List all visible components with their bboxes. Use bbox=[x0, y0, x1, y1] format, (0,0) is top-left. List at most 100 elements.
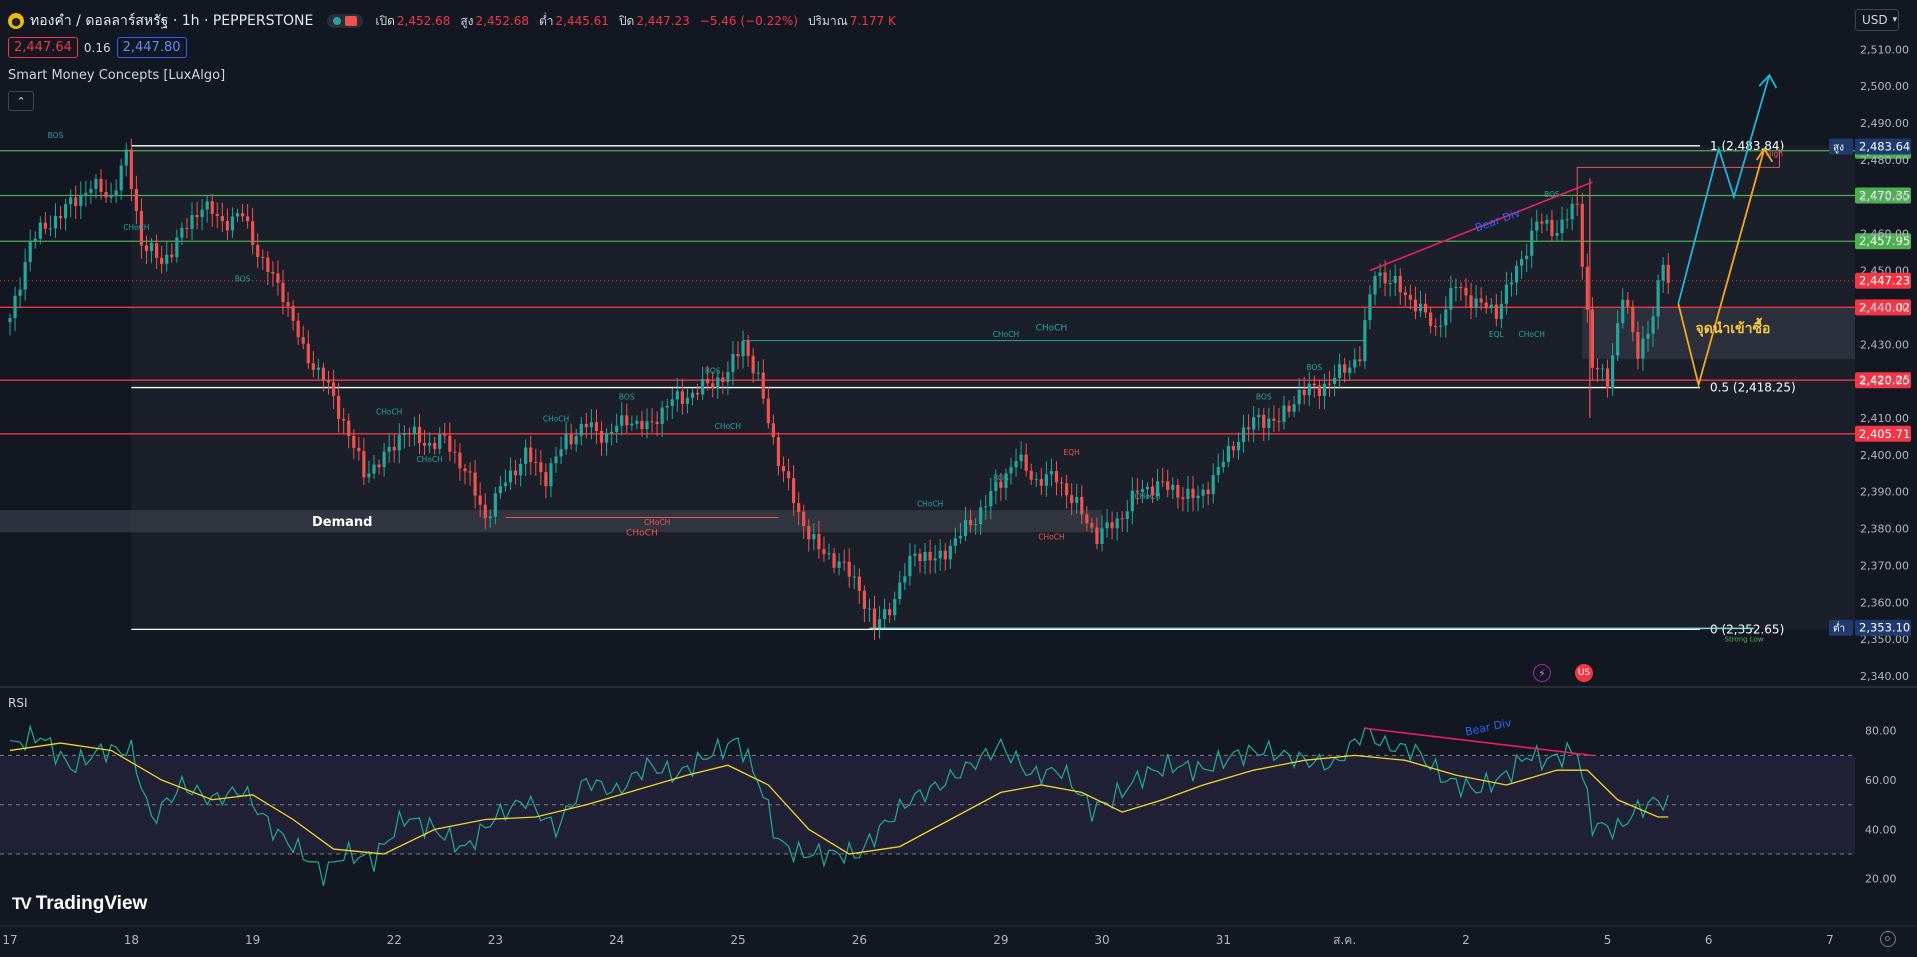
gear-icon[interactable] bbox=[1880, 931, 1896, 947]
candle-body bbox=[1550, 219, 1554, 236]
candle-body bbox=[1530, 230, 1534, 256]
candle-body bbox=[99, 178, 103, 193]
candle-body bbox=[357, 447, 361, 452]
candle-body bbox=[190, 215, 194, 229]
candle-body bbox=[458, 452, 462, 469]
candle-body bbox=[968, 519, 973, 526]
candle-body bbox=[1145, 486, 1150, 490]
price-tag bbox=[1855, 138, 1911, 155]
rsi-title[interactable]: RSI bbox=[8, 696, 28, 710]
market-status-pill[interactable] bbox=[327, 14, 364, 28]
candle-body bbox=[792, 478, 796, 504]
candle-body bbox=[650, 421, 654, 423]
indicator-title[interactable]: Smart Money Concepts [LuxAlgo] bbox=[8, 68, 226, 83]
candle-body bbox=[1282, 405, 1286, 422]
smc-label: BOS bbox=[1544, 190, 1560, 199]
candle-body bbox=[1332, 377, 1337, 384]
candle-body bbox=[857, 576, 861, 591]
low-value: 2,445.61 bbox=[555, 14, 609, 28]
candle-body bbox=[1504, 284, 1509, 304]
rsi-pane[interactable]: Bear Div 80.00 60.00 40.00 20.00 bbox=[0, 686, 1917, 886]
candle-body bbox=[731, 354, 735, 372]
candle-body bbox=[559, 449, 563, 457]
candle-body bbox=[1590, 309, 1594, 368]
time-tick-label: 29 bbox=[993, 933, 1008, 947]
lightning-icon[interactable]: ⚡ bbox=[1533, 664, 1551, 682]
price-axis-bg bbox=[1855, 0, 1917, 680]
symbol-title[interactable]: ทองคำ / ดอลลาร์สหรัฐ · 1h · PEPPERSTONE bbox=[30, 13, 314, 29]
smc-label: EQH bbox=[1064, 448, 1080, 457]
candle-body bbox=[1166, 481, 1170, 490]
bullish-projection-line bbox=[1677, 74, 1771, 304]
candle-body bbox=[220, 215, 224, 221]
candle-body bbox=[483, 504, 487, 519]
buy-button[interactable]: 2,447.80 bbox=[116, 37, 187, 58]
candle-body bbox=[498, 486, 502, 494]
price-tick-label: 2,510.00 bbox=[1860, 43, 1909, 56]
candle-body bbox=[352, 435, 356, 448]
candle-body bbox=[604, 433, 609, 443]
candle-body bbox=[382, 451, 386, 468]
candle-body bbox=[1565, 219, 1569, 221]
tradingview-logo[interactable]: TV TradingView bbox=[12, 893, 147, 915]
candle-body bbox=[109, 195, 113, 198]
candle-body bbox=[898, 582, 902, 600]
candle-body bbox=[1560, 219, 1564, 234]
rsi-tick-label: 20.00 bbox=[1865, 873, 1897, 886]
price-tag-prefix-bg bbox=[1829, 138, 1853, 155]
candle-body bbox=[134, 188, 138, 211]
candle-body bbox=[1343, 364, 1347, 373]
smc-label: BOS bbox=[993, 474, 1009, 483]
candle-body bbox=[1423, 303, 1428, 313]
candle-body bbox=[706, 378, 710, 384]
level-price-tag-label: 2,470.35 bbox=[1859, 189, 1910, 203]
candle-body bbox=[1236, 441, 1241, 451]
candle-body bbox=[407, 433, 411, 435]
candle-body bbox=[534, 461, 538, 463]
candle-body bbox=[1636, 332, 1640, 359]
candle-body bbox=[655, 421, 659, 425]
candle-body bbox=[114, 190, 118, 196]
level-price-tag bbox=[1855, 425, 1911, 442]
candle-body bbox=[1292, 404, 1296, 412]
candle-body bbox=[1600, 368, 1605, 370]
candle-body bbox=[1054, 471, 1059, 483]
candle-body bbox=[210, 201, 214, 214]
levels-layer: 1 (2,483.84) 0.5 (2,418.25) 0 (2,352.65) bbox=[0, 139, 1855, 636]
symbol-header[interactable]: ● ทองคำ / ดอลลาร์สหรัฐ · 1h · PEPPERSTON… bbox=[8, 10, 906, 32]
candle-body bbox=[256, 244, 260, 257]
candle-body bbox=[367, 473, 371, 478]
level-price-tag bbox=[1855, 233, 1911, 250]
candle-body bbox=[1110, 522, 1114, 529]
collapse-indicators-button[interactable]: ⌃ bbox=[8, 91, 34, 111]
smc-label: CHoCH bbox=[715, 422, 741, 431]
candle-body bbox=[1545, 219, 1549, 224]
time-tick-label: 19 bbox=[245, 933, 260, 947]
candle-body bbox=[1393, 275, 1397, 283]
candle-body bbox=[625, 415, 629, 426]
candle-body bbox=[1631, 306, 1635, 333]
candle-body bbox=[1307, 383, 1311, 396]
candle-body bbox=[802, 511, 806, 526]
candle-body bbox=[347, 420, 351, 436]
currency-select[interactable]: USD ▾ bbox=[1855, 9, 1899, 31]
candle-body bbox=[104, 192, 108, 198]
us-flag-icon[interactable]: US bbox=[1575, 664, 1593, 682]
candle-body bbox=[1666, 264, 1670, 283]
candle-body bbox=[508, 470, 513, 483]
demand-zone bbox=[0, 510, 1102, 533]
candle-body bbox=[751, 355, 755, 374]
level-price-tag-label: 2,457.95 bbox=[1859, 234, 1910, 248]
price-axis[interactable]: 2,482.502,470.352,457.952,440.022,420.25… bbox=[1829, 0, 1917, 683]
candle-body bbox=[1439, 325, 1443, 327]
candle-body bbox=[1156, 481, 1160, 496]
candle-body bbox=[1186, 488, 1190, 500]
sell-button[interactable]: 2,447.64 bbox=[8, 37, 78, 58]
candle-body bbox=[438, 434, 442, 449]
candle-body bbox=[786, 471, 791, 479]
chevron-down-icon: ▾ bbox=[1892, 15, 1898, 25]
candle-body bbox=[1555, 233, 1559, 236]
candle-body bbox=[1509, 282, 1514, 285]
